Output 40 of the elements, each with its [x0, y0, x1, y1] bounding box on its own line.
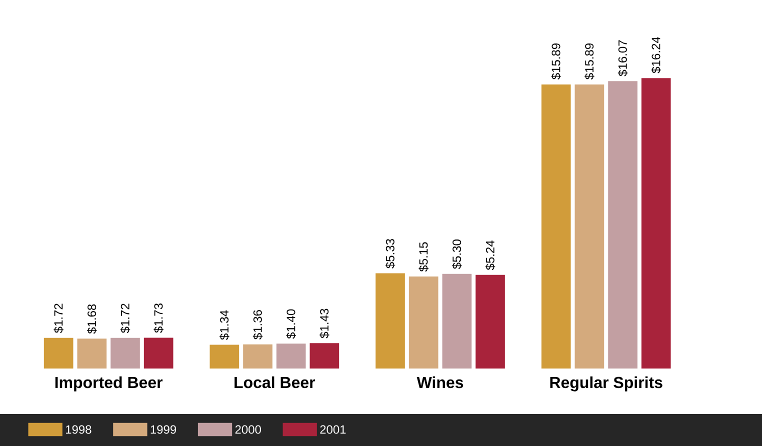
- bar: [310, 343, 340, 369]
- data-label: $1.40: [286, 309, 296, 339]
- x-tick-label: Regular Spirits: [550, 376, 662, 392]
- bar: [276, 344, 306, 369]
- x-tick-label: Imported Beer: [55, 376, 163, 392]
- data-label: $1.73: [154, 304, 164, 333]
- data-label: $16.24: [651, 37, 661, 74]
- bar: [442, 274, 472, 369]
- legend-label: 2001: [320, 425, 346, 434]
- data-label: $5.33: [385, 239, 396, 268]
- data-label: $5.30: [452, 240, 462, 269]
- bar: [641, 78, 671, 369]
- data-label: $5.24: [485, 240, 496, 270]
- bar: [77, 338, 107, 369]
- data-label: $1.34: [220, 310, 230, 340]
- bar: [574, 84, 604, 369]
- bar: [476, 274, 505, 369]
- bar: [110, 338, 140, 369]
- data-label: $1.36: [252, 310, 263, 340]
- x-tick-label: Wines: [416, 376, 464, 388]
- bar: [44, 338, 74, 369]
- bar: [210, 344, 240, 369]
- legend-label: 1998: [66, 425, 92, 434]
- bar: [541, 84, 571, 369]
- bar: [408, 276, 438, 369]
- bar: [144, 338, 174, 369]
- data-label: $1.43: [320, 308, 330, 338]
- bar: [243, 344, 272, 369]
- bar: [376, 273, 405, 369]
- x-tick-label: Local Beer: [234, 376, 316, 388]
- data-label: $5.15: [418, 242, 428, 272]
- data-label: $1.72: [54, 304, 64, 334]
- data-label: $15.89: [551, 43, 561, 80]
- data-label: $1.72: [120, 304, 130, 334]
- data-label: $1.68: [87, 304, 97, 334]
- data-label: $16.07: [618, 40, 628, 76]
- bar: [608, 81, 638, 369]
- legend-label: 2000: [235, 425, 261, 434]
- legend-label: 1999: [150, 425, 176, 434]
- data-label: $15.89: [584, 43, 594, 80]
